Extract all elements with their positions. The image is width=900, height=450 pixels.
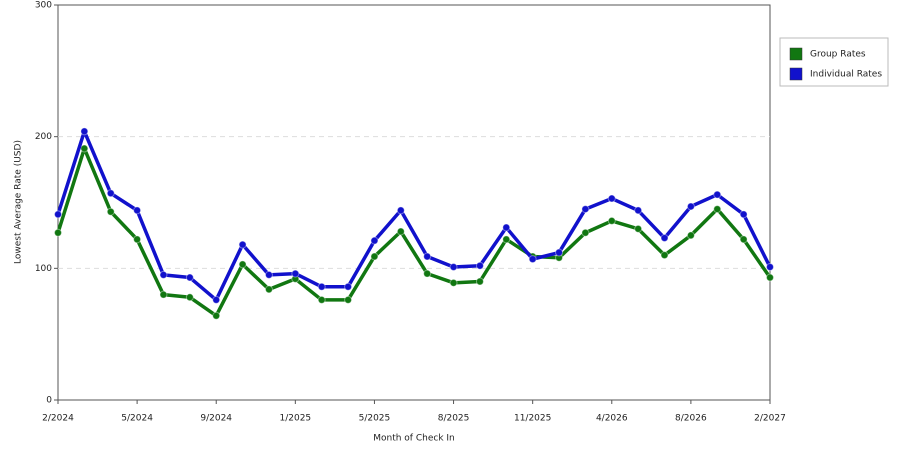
point	[317, 282, 326, 291]
point	[423, 252, 432, 261]
point	[607, 216, 616, 225]
x-tick-label: 8/2026	[675, 414, 707, 424]
point	[370, 236, 379, 245]
point	[212, 311, 221, 320]
point	[660, 251, 669, 260]
x-axis-label: Month of Check In	[373, 434, 455, 444]
point	[54, 228, 62, 237]
point	[264, 285, 273, 294]
point	[370, 252, 379, 261]
x-tick-label: 4/2026	[596, 414, 628, 424]
point	[475, 261, 484, 270]
x-tick-label: 9/2024	[200, 414, 232, 424]
point	[766, 263, 774, 272]
x-tick-label: 11/2025	[514, 414, 551, 424]
point	[739, 235, 748, 244]
y-tick-label: 0	[46, 396, 52, 406]
point	[106, 189, 115, 198]
point	[238, 260, 247, 269]
point	[264, 270, 273, 279]
point	[555, 248, 564, 257]
x-tick-label: 5/2024	[121, 414, 153, 424]
point	[502, 223, 511, 232]
x-tick-label: 2/2027	[754, 414, 786, 424]
legend-swatch	[789, 47, 803, 61]
y-tick-label: 300	[35, 1, 52, 11]
x-tick-label: 2/2024	[42, 414, 74, 424]
point	[423, 269, 432, 278]
point	[739, 210, 748, 219]
point	[133, 235, 142, 244]
point	[449, 263, 458, 272]
point	[766, 273, 774, 282]
point	[686, 231, 695, 240]
point	[344, 295, 353, 304]
y-axis-label: Lowest Average Rate (USD)	[14, 140, 24, 264]
point	[185, 293, 194, 302]
point	[607, 194, 616, 203]
point	[80, 127, 89, 136]
point	[238, 240, 247, 249]
point	[159, 270, 168, 279]
point	[106, 207, 115, 216]
point	[344, 282, 353, 291]
y-tick-label: 100	[35, 264, 52, 274]
point	[80, 144, 89, 153]
x-tick-label: 5/2025	[359, 414, 391, 424]
point	[212, 295, 221, 304]
point	[660, 234, 669, 243]
point	[581, 228, 590, 237]
point	[634, 224, 643, 233]
point	[475, 277, 484, 286]
point	[502, 235, 511, 244]
x-tick-label: 1/2025	[279, 414, 311, 424]
series-line	[56, 146, 772, 318]
x-tick-label: 8/2025	[438, 414, 470, 424]
legend-label: Individual Rates	[810, 70, 882, 80]
y-tick-label: 200	[35, 132, 52, 142]
point	[396, 227, 405, 236]
point	[686, 202, 695, 211]
legend-swatch	[789, 67, 803, 81]
point	[133, 206, 142, 215]
point	[396, 206, 405, 215]
point	[317, 295, 326, 304]
point	[449, 278, 458, 287]
series-line	[56, 129, 772, 302]
point	[291, 269, 300, 278]
point	[634, 206, 643, 215]
point	[185, 273, 194, 282]
point	[54, 210, 62, 219]
point	[713, 190, 722, 199]
point	[159, 290, 168, 299]
point	[581, 205, 590, 214]
legend-label: Group Rates	[810, 50, 866, 60]
plot-area	[57, 4, 771, 401]
point	[528, 255, 537, 264]
point	[713, 205, 722, 214]
